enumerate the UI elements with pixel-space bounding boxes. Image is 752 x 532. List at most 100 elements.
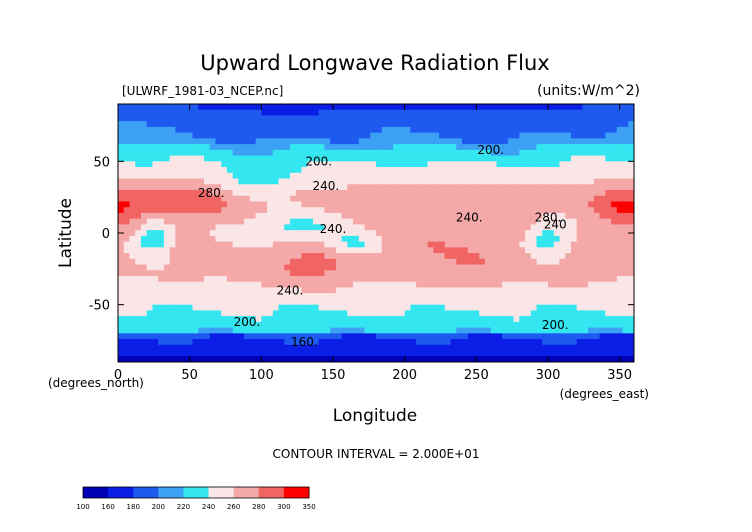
field-cell (611, 281, 618, 289)
field-cell (490, 155, 497, 162)
field-cell (536, 138, 543, 145)
x-tick-label: 100 (249, 368, 274, 383)
field-cell (135, 144, 142, 151)
field-cell (473, 293, 480, 300)
field-cell (198, 230, 205, 237)
field-cell (605, 270, 612, 277)
field-cell (467, 333, 475, 340)
field-cell (387, 258, 394, 266)
field-cell (456, 224, 463, 231)
field-cell (456, 109, 463, 117)
field-cell (215, 155, 222, 162)
field-cell (312, 356, 320, 362)
field-cell (175, 304, 182, 311)
field-cell (416, 190, 423, 197)
field-cell (198, 316, 205, 323)
field-cell (324, 298, 331, 306)
field-cell (502, 253, 509, 260)
field-cell (312, 104, 320, 111)
field-cell (307, 144, 314, 151)
field-cell (364, 276, 371, 283)
field-cell (450, 321, 457, 329)
field-cell (490, 190, 497, 197)
field-cell (427, 184, 434, 191)
field-cell (439, 184, 446, 191)
field-cell (622, 178, 629, 185)
field-cell (255, 138, 262, 145)
field-cell (565, 167, 572, 174)
colorbar-swatch (258, 487, 285, 498)
field-cell (593, 253, 601, 260)
field-cell (553, 184, 561, 191)
field-cell (519, 149, 526, 157)
field-cell (364, 161, 371, 168)
field-cell (278, 126, 285, 134)
field-cell (267, 235, 274, 243)
field-cell (576, 327, 583, 334)
field-cell (381, 121, 389, 128)
field-cell (450, 327, 457, 334)
field-cell (118, 201, 125, 208)
field-cell (181, 218, 188, 225)
field-cell (582, 218, 589, 225)
field-cell (318, 253, 325, 260)
field-cell (175, 184, 182, 191)
field-cell (599, 201, 606, 208)
field-cell (324, 115, 331, 122)
field-cell (158, 109, 165, 117)
field-cell (226, 218, 234, 225)
field-cell (267, 287, 274, 294)
field-cell (232, 138, 239, 145)
field-cell (628, 121, 634, 128)
field-cell (175, 109, 182, 117)
field-cell (553, 218, 561, 225)
field-cell (307, 224, 314, 231)
field-cell (462, 344, 469, 352)
field-cell (198, 155, 205, 162)
field-cell (278, 356, 285, 362)
field-cell (479, 333, 486, 340)
field-cell (341, 247, 348, 254)
field-cell (341, 144, 348, 151)
field-cell (192, 161, 199, 168)
field-cell (456, 235, 463, 243)
field-cell (513, 247, 520, 254)
field-cell (284, 155, 291, 162)
field-cell (204, 333, 211, 340)
field-cell (364, 207, 371, 214)
field-cell (421, 126, 429, 134)
field-cell (593, 298, 601, 306)
field-cell (536, 281, 543, 289)
field-cell (387, 167, 394, 174)
field-cell (267, 258, 274, 266)
field-cell (484, 321, 492, 329)
field-cell (605, 155, 612, 162)
field-cell (593, 350, 601, 357)
field-cell (456, 270, 463, 277)
field-cell (244, 276, 251, 283)
field-cell (410, 195, 417, 203)
field-cell (341, 224, 348, 231)
field-cell (530, 235, 538, 243)
field-cell (421, 115, 429, 122)
field-cell (123, 155, 131, 162)
field-cell (198, 235, 205, 243)
field-cell (175, 258, 182, 266)
field-cell (473, 201, 480, 208)
field-cell (628, 293, 634, 300)
field-cell (358, 167, 366, 174)
field-cell (565, 253, 572, 260)
field-cell (398, 241, 406, 248)
field-cell (347, 190, 354, 197)
field-cell (261, 190, 268, 197)
field-cell (330, 241, 337, 248)
field-cell (565, 247, 572, 254)
field-cell (347, 344, 354, 352)
field-cell (238, 155, 245, 162)
field-cell (204, 310, 211, 317)
field-cell (238, 161, 245, 168)
field-cell (513, 350, 520, 357)
field-cell (462, 104, 469, 111)
field-cell (364, 264, 371, 271)
field-cell (312, 304, 320, 311)
